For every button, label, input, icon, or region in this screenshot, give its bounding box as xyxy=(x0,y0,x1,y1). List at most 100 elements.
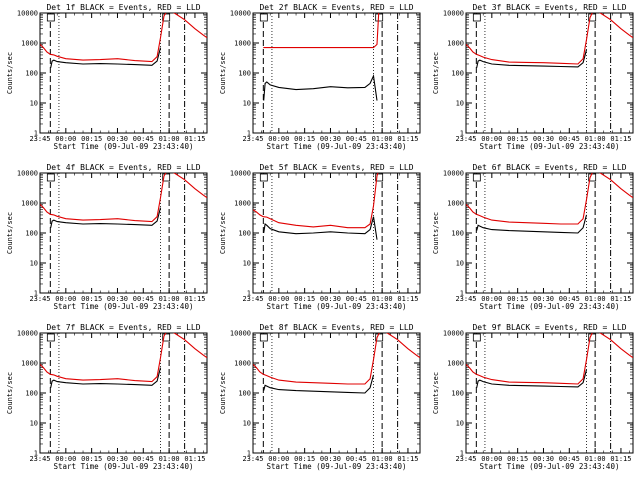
panel-title: Det 7f BLACK = Events, RED = LLD xyxy=(46,323,200,332)
y-tick-label: 1 xyxy=(247,130,251,138)
lld-series-line xyxy=(40,333,207,383)
y-tick-label: 10 xyxy=(243,260,251,268)
x-tick-label: 00:30 xyxy=(533,135,554,143)
x-tick-label: 00:45 xyxy=(133,135,154,143)
x-tick-label: 23:45 xyxy=(242,455,263,463)
y-axis-label: Counts/sec xyxy=(6,52,14,94)
y-tick-label: 100 xyxy=(238,230,251,238)
x-tick-label: 00:00 xyxy=(481,135,502,143)
y-tick-label: 1000 xyxy=(21,40,38,48)
x-axis-label: Start Time (09-Jul-09 23:43:40) xyxy=(480,462,620,471)
ls-box-mark xyxy=(259,13,268,22)
x-tick-label: 00:00 xyxy=(481,295,502,303)
x-tick-label: 00:30 xyxy=(320,135,341,143)
y-tick-label: 100 xyxy=(25,390,38,398)
x-axis-label: Start Time (09-Jul-09 23:43:40) xyxy=(267,142,407,151)
ls-box-mark xyxy=(46,173,55,182)
panel-title: Det 5f BLACK = Events, RED = LLD xyxy=(259,163,413,172)
x-axis-label: Start Time (09-Jul-09 23:43:40) xyxy=(480,302,620,311)
x-tick-label: 23:45 xyxy=(455,455,476,463)
y-tick-label: 10000 xyxy=(17,170,38,178)
plot-frame xyxy=(39,12,208,134)
x-tick-label: 00:15 xyxy=(507,295,528,303)
x-tick-label: 00:45 xyxy=(559,295,580,303)
ls-box-mark xyxy=(46,13,55,22)
x-tick-label: 00:15 xyxy=(507,455,528,463)
y-tick-label: 1 xyxy=(247,450,251,458)
panel-det-1: Det 1f BLACK = Events, RED = LLD10000100… xyxy=(6,3,208,151)
x-tick-label: 00:45 xyxy=(133,295,154,303)
x-tick-label: 00:15 xyxy=(294,135,315,143)
panel-det-4: Det 4f BLACK = Events, RED = LLD10000100… xyxy=(6,163,208,311)
x-axis-label: Start Time (09-Jul-09 23:43:40) xyxy=(267,302,407,311)
x-tick-label: 01:15 xyxy=(184,295,205,303)
x-axis-label: Start Time (09-Jul-09 23:43:40) xyxy=(54,462,194,471)
y-tick-label: 1000 xyxy=(447,200,464,208)
plot-frame xyxy=(465,12,634,134)
lld-series-line xyxy=(253,333,420,385)
y-tick-label: 1 xyxy=(460,450,464,458)
x-tick-label: 00:00 xyxy=(55,455,76,463)
x-tick-label: 23:45 xyxy=(242,135,263,143)
x-tick-label: 00:15 xyxy=(294,455,315,463)
plot-frame xyxy=(39,332,208,454)
y-tick-label: 10000 xyxy=(443,330,464,338)
lld-series-line xyxy=(466,333,633,385)
x-tick-label: 01:15 xyxy=(610,295,631,303)
x-axis-label: Start Time (09-Jul-09 23:43:40) xyxy=(54,142,194,151)
x-tick-label: 00:15 xyxy=(81,135,102,143)
y-axis-label: Counts/sec xyxy=(219,52,227,94)
x-tick-label: 01:15 xyxy=(184,135,205,143)
ls-box-mark xyxy=(46,333,55,342)
x-tick-label: 01:15 xyxy=(184,455,205,463)
x-tick-label: 00:15 xyxy=(294,295,315,303)
events-series-line xyxy=(476,369,588,388)
panel-det-7: Det 7f BLACK = Events, RED = LLD10000100… xyxy=(6,323,208,471)
panel-det-8: Det 8f BLACK = Events, RED = LLD10000100… xyxy=(219,323,421,471)
plot-frame xyxy=(252,332,421,454)
x-tick-label: 23:45 xyxy=(455,295,476,303)
y-tick-label: 1000 xyxy=(234,360,251,368)
y-tick-label: 10000 xyxy=(230,170,251,178)
x-tick-label: 00:00 xyxy=(481,455,502,463)
events-series-line xyxy=(476,214,588,234)
ls-box-mark xyxy=(259,333,268,342)
x-tick-label: 01:00 xyxy=(372,455,393,463)
ls-box-mark xyxy=(259,173,268,182)
x-tick-label: 00:45 xyxy=(346,295,367,303)
x-tick-label: 23:45 xyxy=(242,295,263,303)
y-tick-label: 1 xyxy=(460,130,464,138)
y-tick-label: 1 xyxy=(247,290,251,298)
y-tick-label: 1000 xyxy=(21,200,38,208)
x-tick-label: 00:00 xyxy=(55,135,76,143)
x-tick-label: 00:45 xyxy=(559,135,580,143)
lld-series-line xyxy=(40,173,207,223)
y-tick-label: 100 xyxy=(25,70,38,78)
y-tick-label: 1000 xyxy=(234,200,251,208)
x-tick-label: 00:30 xyxy=(320,295,341,303)
y-tick-label: 1 xyxy=(34,290,38,298)
y-tick-label: 100 xyxy=(451,70,464,78)
y-tick-label: 1 xyxy=(460,290,464,298)
y-axis-label: Counts/sec xyxy=(6,212,14,254)
y-tick-label: 1000 xyxy=(447,360,464,368)
x-tick-label: 00:30 xyxy=(533,455,554,463)
events-series-line xyxy=(263,73,378,101)
x-tick-label: 01:00 xyxy=(372,295,393,303)
x-tick-label: 00:30 xyxy=(107,455,128,463)
events-series-line xyxy=(50,207,162,228)
x-axis-label: Start Time (09-Jul-09 23:43:40) xyxy=(54,302,194,311)
x-tick-label: 01:15 xyxy=(397,135,418,143)
y-tick-label: 10000 xyxy=(230,10,251,18)
panel-det-2: Det 2f BLACK = Events, RED = LLD10000100… xyxy=(219,3,421,151)
x-tick-label: 00:30 xyxy=(533,295,554,303)
x-tick-label: 00:15 xyxy=(81,295,102,303)
panel-det-5: Det 5f BLACK = Events, RED = LLD10000100… xyxy=(219,163,421,311)
y-tick-label: 10 xyxy=(30,100,38,108)
x-tick-label: 00:00 xyxy=(268,455,289,463)
x-tick-label: 01:00 xyxy=(159,455,180,463)
lld-series-line xyxy=(40,13,207,63)
x-tick-label: 00:15 xyxy=(507,135,528,143)
y-tick-label: 1000 xyxy=(234,40,251,48)
